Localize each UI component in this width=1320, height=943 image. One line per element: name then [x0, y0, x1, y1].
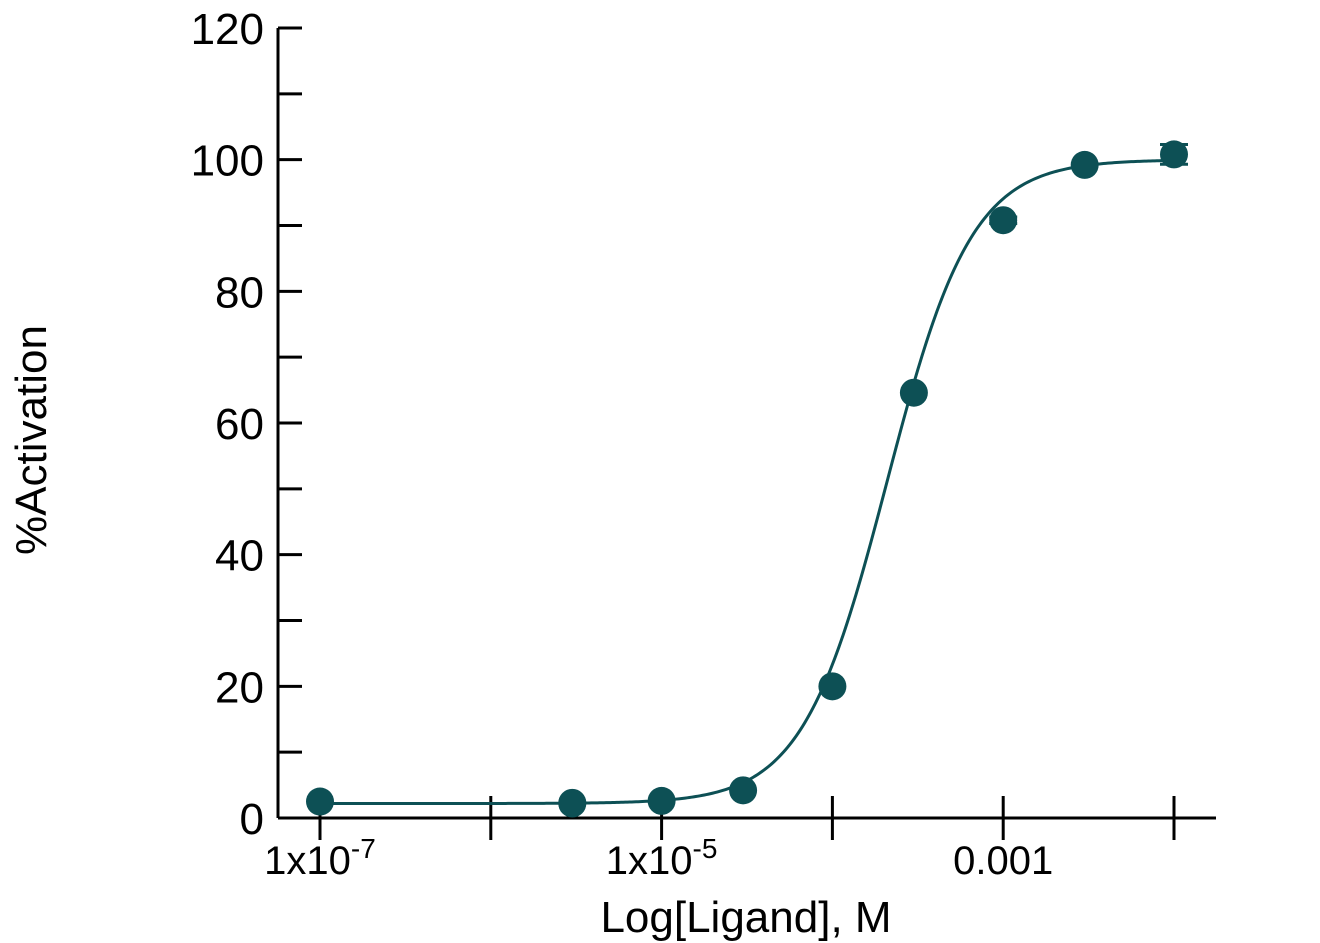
data-point	[899, 378, 928, 407]
data-point	[1070, 150, 1099, 179]
x-tick-label: 0.001	[953, 839, 1053, 883]
y-axis-title: %Activation	[7, 325, 56, 555]
y-tick-label: 20	[215, 663, 264, 712]
data-points	[306, 140, 1188, 818]
y-tick-label: 80	[215, 268, 264, 317]
data-point	[647, 786, 676, 815]
axes	[276, 28, 1216, 820]
x-tick-label: 1x10-7	[264, 833, 376, 883]
y-tick-label: 60	[215, 400, 264, 449]
x-axis-title: Log[Ligand], M	[600, 893, 891, 942]
data-point	[558, 788, 587, 817]
fit-curve	[320, 158, 1175, 806]
data-point	[818, 672, 847, 701]
x-axis-ticks: 1x10-7 1x10-5 0.001	[264, 796, 1176, 883]
data-point	[1160, 140, 1188, 169]
y-tick-label: 120	[191, 5, 264, 54]
data-point	[989, 206, 1018, 235]
y-tick-label: 40	[215, 532, 264, 581]
y-axis-ticks: 0 20 40 60 80 100 120	[191, 5, 302, 844]
y-tick-label: 100	[191, 137, 264, 186]
data-point	[306, 787, 334, 816]
x-tick-label: 1x10-5	[606, 833, 718, 883]
data-point	[729, 776, 758, 805]
y-tick-label: 0	[240, 795, 264, 844]
